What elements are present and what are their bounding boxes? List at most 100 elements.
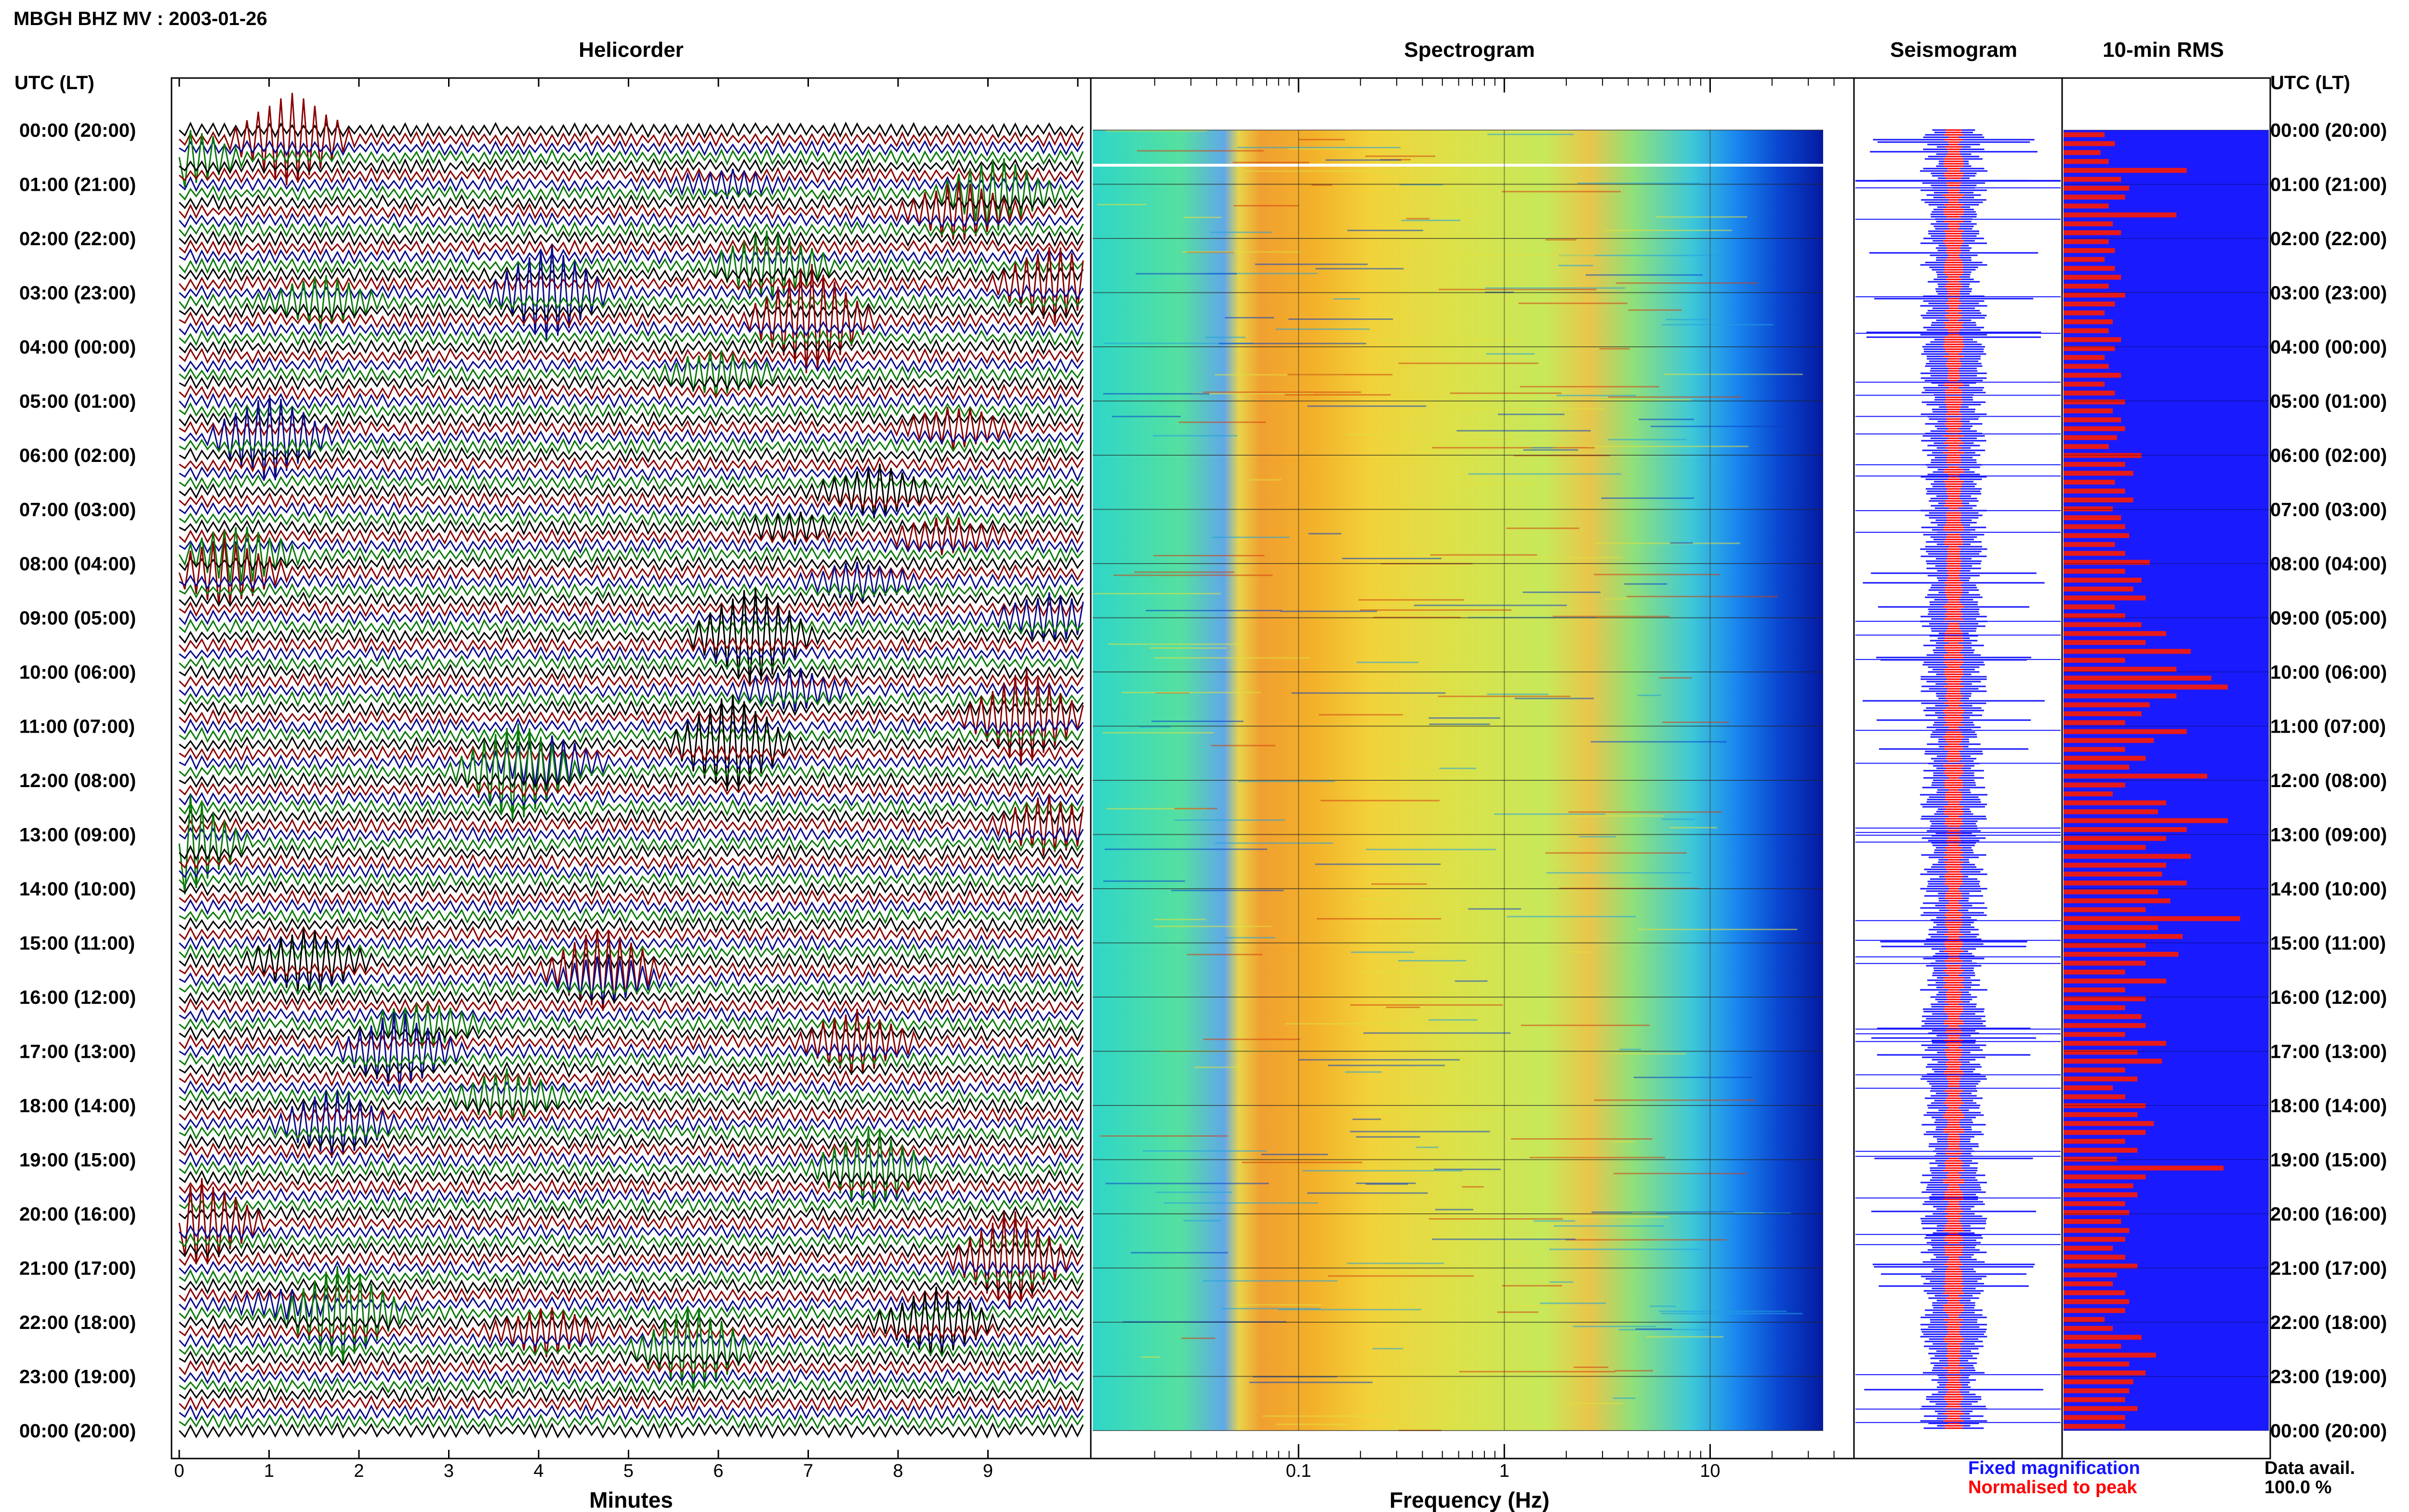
rms-bar <box>2064 408 2113 414</box>
helicorder-trace-line <box>179 465 1084 482</box>
spectrogram-streak <box>1661 1313 1803 1315</box>
time-label-right: 15:00 (11:00) <box>2270 933 2386 954</box>
helicorder-trace-line <box>179 1268 1084 1286</box>
rms-bar <box>2064 622 2142 627</box>
spectrogram-streak <box>1611 1141 1635 1143</box>
spectrogram-streak <box>1579 836 1616 838</box>
helicorder-x-axis: 0 1 2 3 4 5 6 7 8 9 <box>174 78 1079 1481</box>
rms-bar <box>2064 159 2109 164</box>
spectrogram-streak <box>1137 150 1264 152</box>
helicorder-trace-line <box>179 401 1084 419</box>
spectrogram-streak <box>1363 1032 1510 1034</box>
rms-bar <box>2064 132 2105 137</box>
helicorder-x-tick-label: 0 <box>174 1461 184 1481</box>
spectrogram-streak <box>1187 954 1263 956</box>
spectrogram-streak <box>1523 449 1578 451</box>
spectrogram-streaks <box>1093 130 1823 1432</box>
helicorder-trace-line <box>179 350 1084 398</box>
rms-bar <box>2064 1424 2125 1429</box>
seismogram-panel <box>1853 77 2063 1459</box>
spectrogram-streak <box>1468 473 1622 475</box>
rms-bar <box>2064 881 2187 886</box>
helicorder-trace-line <box>179 1377 1084 1394</box>
helicorder-trace-line <box>178 925 1084 942</box>
time-label-left: 10:00 (06:00) <box>19 662 136 683</box>
rms-bar <box>2064 1353 2156 1358</box>
rms-bars <box>2064 130 2269 1431</box>
rms-bar <box>2064 1308 2125 1313</box>
spectrogram-streak <box>1662 722 1730 723</box>
time-label-left: 15:00 (11:00) <box>19 933 135 954</box>
rms-bar <box>2064 836 2166 841</box>
helicorder-trace-line <box>178 799 1084 816</box>
helicorder-trace-line <box>178 699 1084 717</box>
spectrogram-streak <box>1457 408 1605 410</box>
helicorder-trace-line <box>178 194 1084 211</box>
spectrogram-streak <box>1218 342 1366 344</box>
spectrogram-streak <box>1102 732 1214 734</box>
rms-bar <box>2064 1014 2142 1019</box>
time-label-left: 22:00 (18:00) <box>19 1312 136 1333</box>
rms-bar <box>2064 497 2133 502</box>
utc-label-left: UTC (LT) <box>14 72 94 93</box>
time-label-right: 08:00 (04:00) <box>2270 553 2387 575</box>
spectrogram-streak <box>1430 554 1537 556</box>
spectrogram-streak <box>1669 827 1718 828</box>
helicorder-title: Helicorder <box>579 38 684 62</box>
helicorder-trace-line <box>179 1007 1084 1024</box>
helicorder-x-tick-label: 2 <box>354 1461 364 1481</box>
spectrogram-streak <box>1435 1209 1473 1210</box>
spectrogram-streak <box>1507 916 1636 918</box>
rms-bar <box>2064 1236 2125 1242</box>
rms-bar <box>2064 471 2133 476</box>
rms-bar <box>2064 257 2105 262</box>
helicorder-trace-line <box>179 1129 1084 1211</box>
spectrogram-streak <box>1311 184 1333 186</box>
spectrogram-streak <box>1225 937 1275 939</box>
rms-bar <box>2064 168 2187 173</box>
spectrogram-streak <box>1104 848 1268 850</box>
spectrogram-streak <box>1519 557 1623 559</box>
helicorder-trace-line <box>178 1260 1084 1276</box>
data-avail-label: Data avail. <box>2264 1458 2355 1478</box>
rms-bar <box>2064 907 2146 912</box>
rms-bar <box>2064 943 2146 948</box>
time-label-left: 20:00 (16:00) <box>19 1204 136 1225</box>
rms-bar <box>2064 141 2115 146</box>
rms-bar <box>2064 1254 2125 1260</box>
helicorder-trace-line <box>178 356 1084 374</box>
spectrogram-streak <box>1487 133 1574 135</box>
spectrogram-streak <box>1372 1348 1403 1350</box>
spectrogram-streak <box>1108 643 1243 645</box>
rms-bar <box>2064 720 2125 725</box>
spectrogram-streak <box>1183 1220 1221 1222</box>
spectrogram-streak <box>1565 1239 1727 1241</box>
spectrogram-streak <box>1439 767 1477 769</box>
rms-bar <box>2064 337 2121 342</box>
time-label-left: 13:00 (09:00) <box>19 825 136 846</box>
spectrogram-streak <box>1242 1161 1363 1163</box>
rms-bar <box>2064 604 2115 609</box>
spectrogram-streak <box>1249 479 1282 481</box>
helicorder-trace-line <box>179 1151 1084 1168</box>
helicorder-panel <box>171 77 1092 1459</box>
helicorder-trace-line <box>179 1070 1084 1087</box>
helicorder-trace-line <box>179 1350 1084 1367</box>
spectrogram-streak <box>1552 616 1670 618</box>
rms-bar <box>2064 310 2105 316</box>
helicorder-x-tick-label: 4 <box>533 1461 543 1481</box>
spectrogram-streak <box>1183 216 1222 218</box>
rms-bar <box>2064 1406 2138 1411</box>
rms-bar <box>2064 1085 2113 1091</box>
rms-bar <box>2064 578 2142 583</box>
time-label-right: 22:00 (18:00) <box>2270 1312 2387 1333</box>
helicorder-trace-line <box>178 347 1084 365</box>
time-label-left: 03:00 (23:00) <box>19 283 136 304</box>
time-label-right: 19:00 (15:00) <box>2270 1150 2387 1171</box>
spectrogram-streak <box>1432 447 1595 448</box>
rms-bar <box>2064 1290 2125 1295</box>
spectrogram-streak <box>1342 558 1442 559</box>
time-label-left: 08:00 (04:00) <box>19 553 136 575</box>
rms-bar <box>2064 1397 2125 1402</box>
